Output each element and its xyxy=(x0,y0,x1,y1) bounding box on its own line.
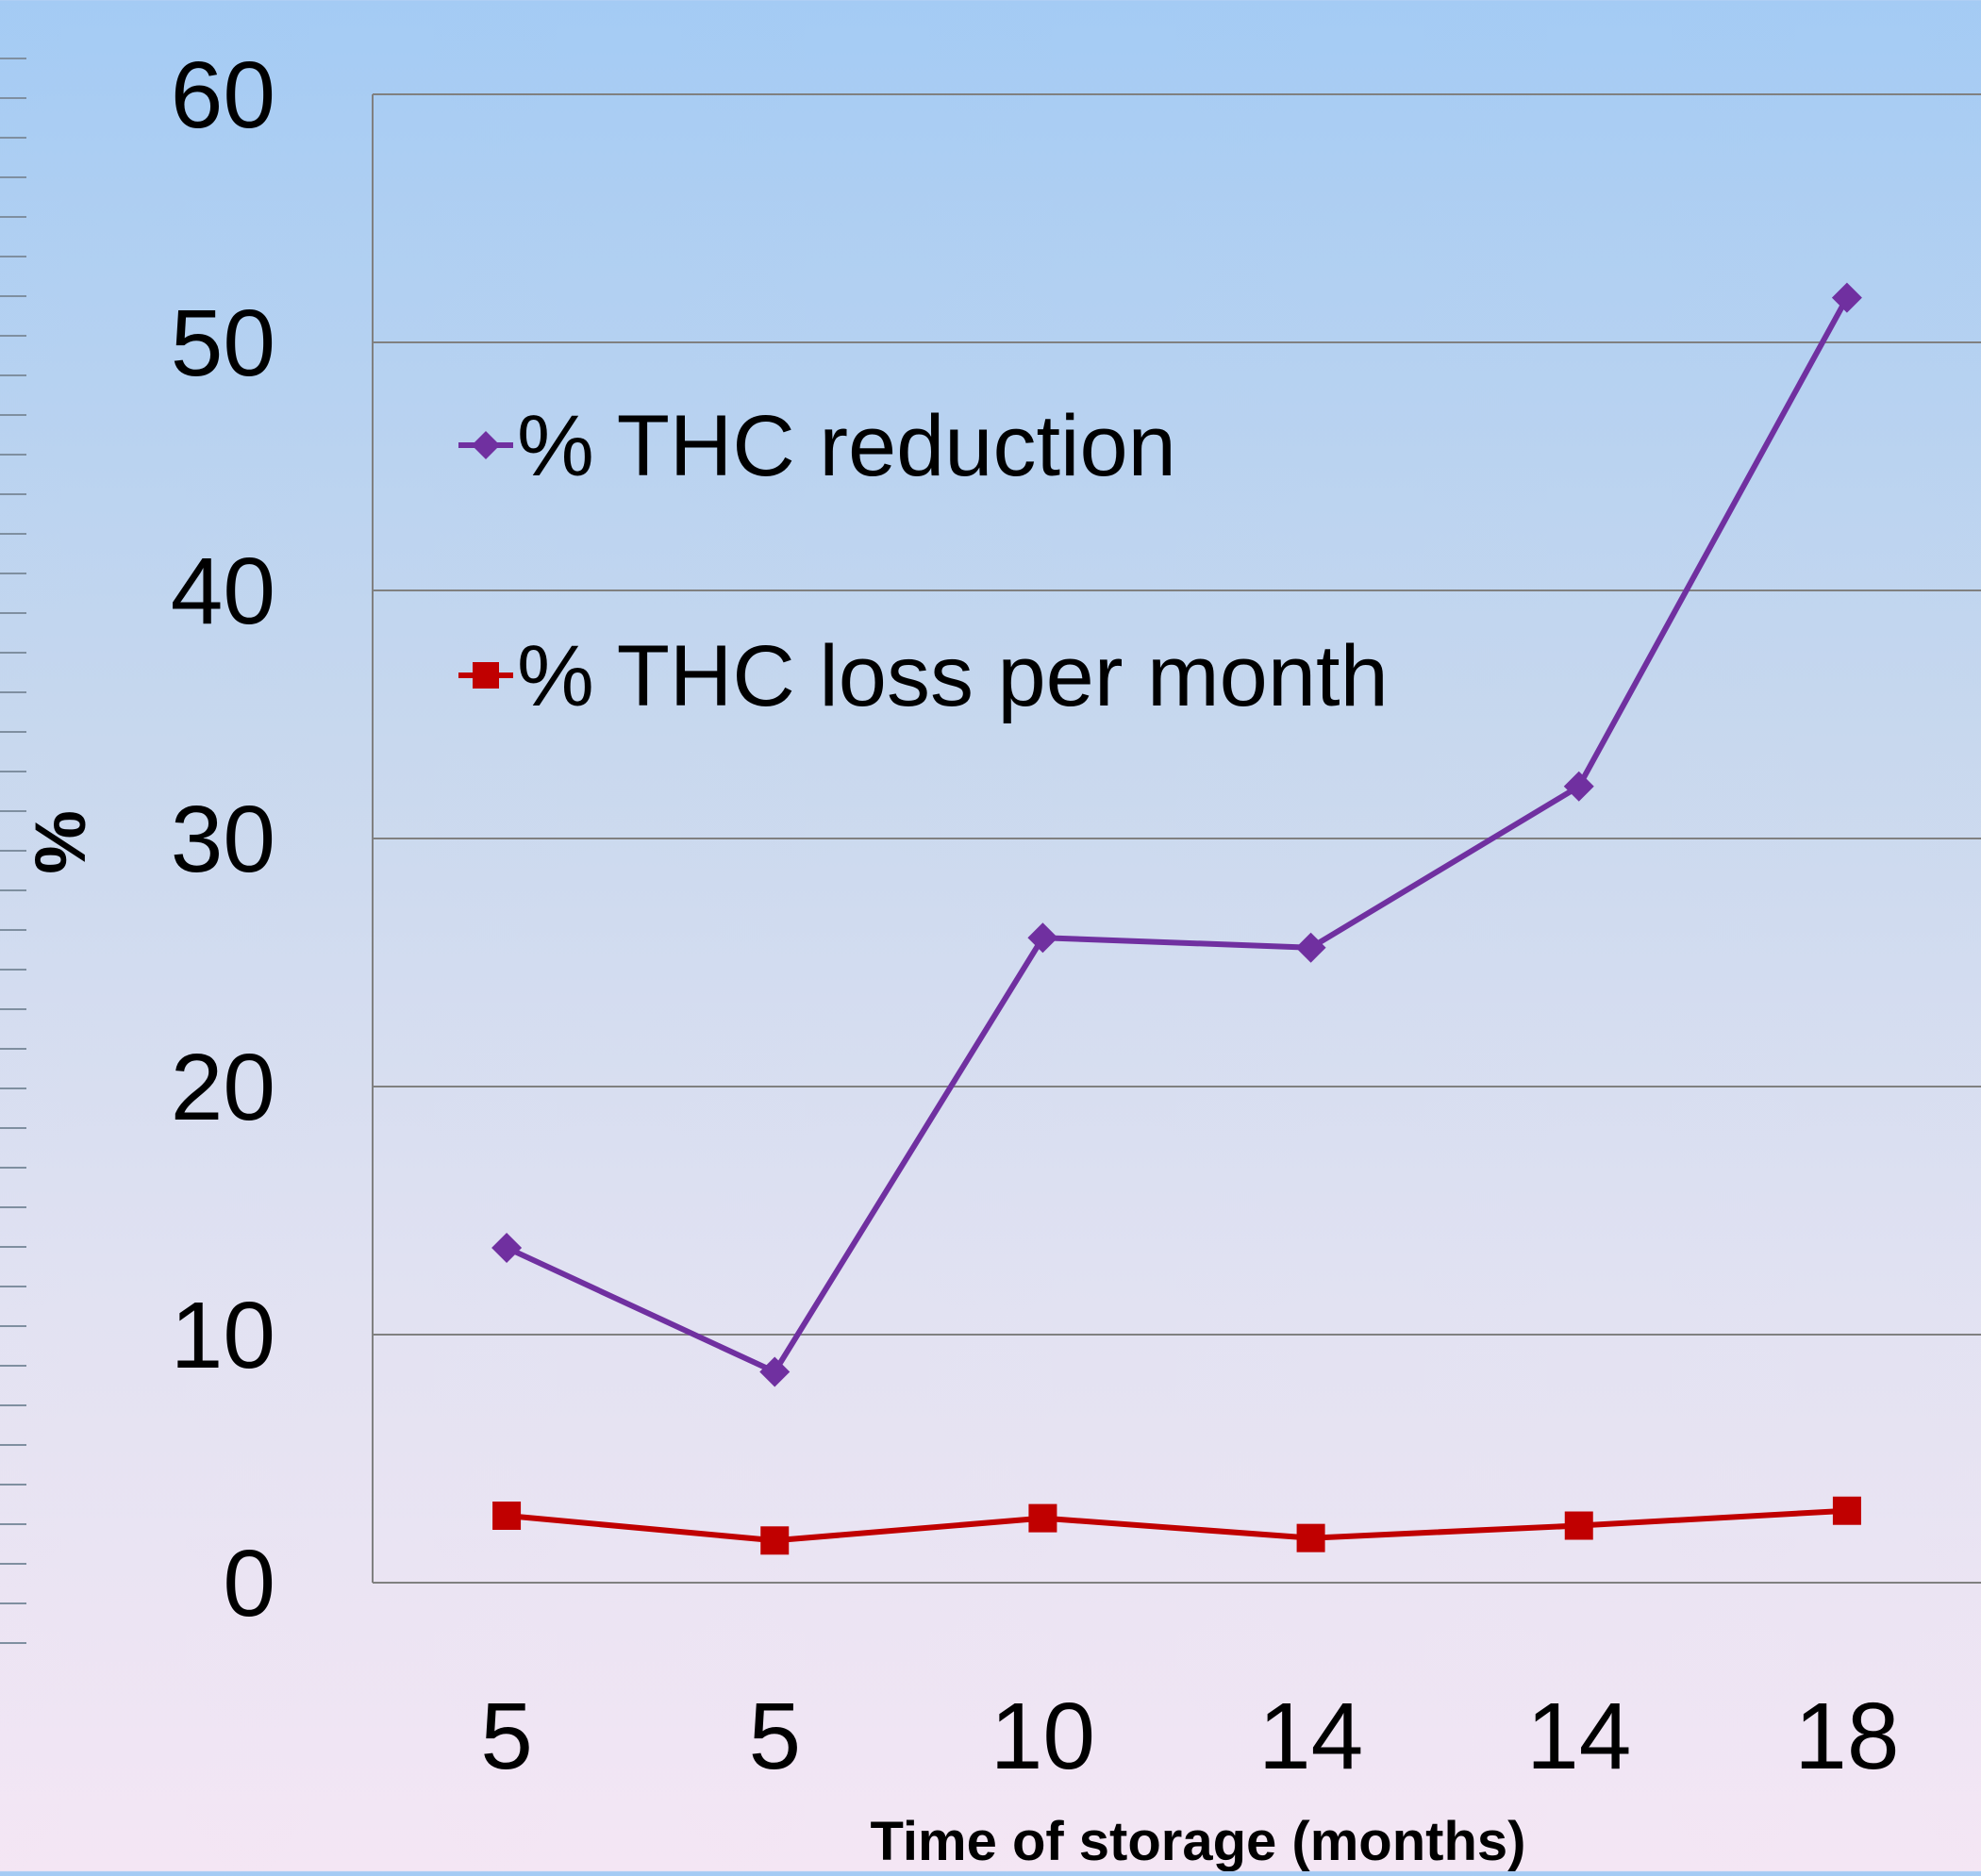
series-lines xyxy=(505,296,1850,1544)
data-point xyxy=(759,1356,791,1387)
data-point xyxy=(491,1232,523,1263)
series-line-2 xyxy=(506,1507,1848,1544)
y-tick-label: 10 xyxy=(171,1283,275,1388)
y-axis-label: % xyxy=(21,810,101,874)
legend-marker xyxy=(473,662,499,689)
data-point xyxy=(760,1526,790,1555)
data-point xyxy=(1563,771,1594,802)
y-tick-label: 40 xyxy=(171,539,275,644)
y-tick-label: 20 xyxy=(171,1035,275,1140)
data-point xyxy=(1296,1523,1325,1552)
x-tick-label: 10 xyxy=(990,1684,1095,1789)
x-tick-label: 18 xyxy=(1794,1684,1899,1789)
y-tick-label: 60 xyxy=(171,42,275,148)
grid-lines xyxy=(373,93,1981,1336)
y-axis-ticks: 0 10 20 30 40 50 60 xyxy=(171,42,275,1636)
x-tick-label: 5 xyxy=(480,1684,533,1789)
data-point xyxy=(1027,922,1058,954)
data-point xyxy=(1832,1496,1861,1525)
y-tick-label: 50 xyxy=(171,291,275,396)
x-axis-label: Time of storage (months) xyxy=(871,1811,1526,1871)
data-point xyxy=(1831,282,1862,313)
x-axis-ticks: 5 5 10 14 14 18 xyxy=(480,1684,1899,1789)
x-tick-label: 14 xyxy=(1526,1684,1631,1789)
data-point xyxy=(1295,932,1326,963)
legend-marker xyxy=(472,431,500,459)
x-tick-label: 14 xyxy=(1258,1684,1363,1789)
data-point xyxy=(1028,1503,1057,1533)
x-tick-label: 5 xyxy=(748,1684,801,1789)
data-point xyxy=(492,1501,522,1530)
data-point xyxy=(1564,1511,1593,1540)
legend-label: % THC loss per month xyxy=(517,628,1389,724)
legend: % THC reduction % THC loss per month xyxy=(458,398,1389,724)
y-tick-label: 30 xyxy=(171,787,275,892)
series-line-1 xyxy=(505,296,1850,1375)
left-edge-decoration xyxy=(0,58,26,1644)
series-markers xyxy=(491,282,1862,1555)
legend-label: % THC reduction xyxy=(517,398,1176,494)
y-tick-label: 0 xyxy=(223,1531,275,1636)
